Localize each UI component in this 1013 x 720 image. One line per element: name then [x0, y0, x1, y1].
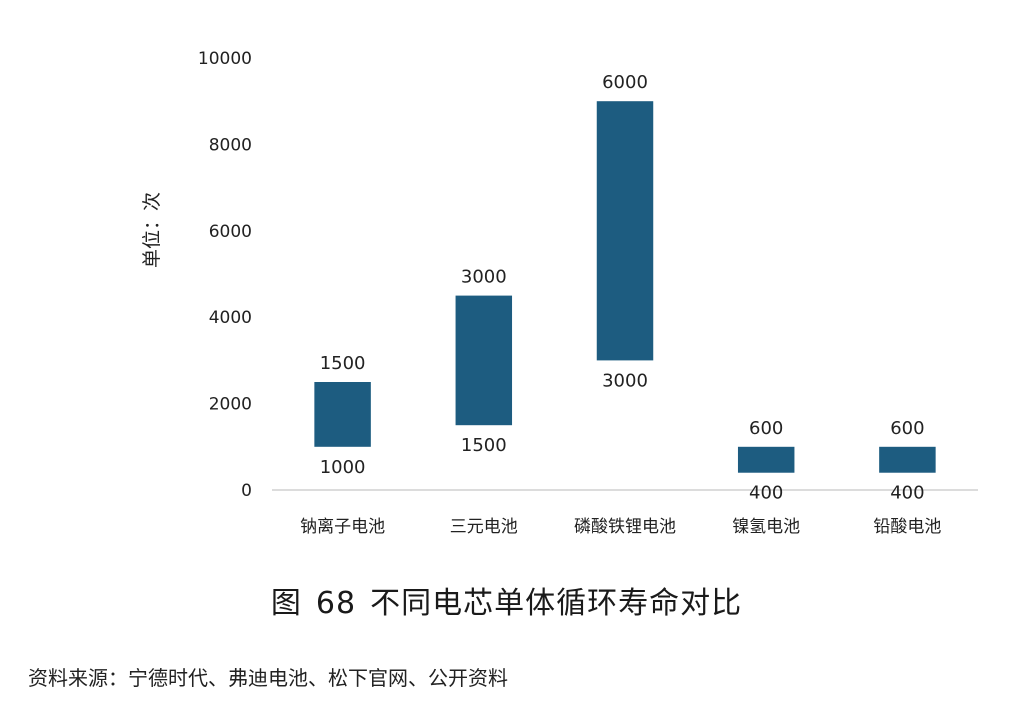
- top-value-label: 6000: [602, 72, 648, 93]
- figure-title: 不同电芯单体循环寿命对比: [370, 586, 743, 621]
- source-note: 资料来源：宁德时代、弗迪电池、松下官网、公开资料: [28, 666, 508, 690]
- x-axis-ticks: 钠离子电池 三元电池 磷酸铁锂电池 镍氢电池 铅酸电池: [300, 517, 941, 537]
- x-tick-label: 磷酸铁锂电池: [574, 517, 676, 537]
- figure-label: 图: [270, 586, 302, 621]
- y-tick-label: 4000: [209, 308, 252, 328]
- range-bar: [596, 101, 654, 361]
- y-tick-label: 0: [241, 481, 252, 501]
- cycle-life-chart: 单位：次 0 2000 4000 6000 8000 10000 1500 1000 3000…: [141, 49, 978, 537]
- top-value-label: 600: [890, 418, 924, 439]
- value-labels: 1500 1000 3000 1500 6000 3000 600 400 600 400: [320, 72, 925, 504]
- bottom-value-label: 1000: [320, 457, 366, 478]
- bottom-value-label: 1500: [461, 435, 507, 456]
- bottom-value-label: 3000: [602, 370, 648, 391]
- y-tick-label: 8000: [209, 135, 252, 155]
- x-tick-label: 三元电池: [450, 517, 518, 537]
- y-tick-label: 6000: [209, 222, 252, 242]
- figure-caption: 图 68 不同电芯单体循环寿命对比: [0, 578, 1013, 622]
- y-tick-label: 2000: [209, 395, 252, 415]
- x-tick-label: 铅酸电池: [873, 517, 941, 537]
- top-value-label: 1500: [320, 353, 366, 374]
- top-value-label: 600: [749, 418, 783, 439]
- range-bar: [737, 446, 795, 473]
- y-axis-ticks: 0 2000 4000 6000 8000 10000: [198, 49, 252, 501]
- y-axis-title: 单位：次: [141, 192, 163, 268]
- bars: [314, 101, 936, 473]
- figure-number: 68: [315, 586, 357, 621]
- range-bar: [455, 295, 513, 426]
- y-tick-label: 10000: [198, 49, 252, 69]
- range-bar: [879, 446, 936, 473]
- top-value-label: 3000: [461, 267, 507, 288]
- bottom-value-label: 400: [749, 483, 783, 504]
- range-bar: [314, 382, 371, 447]
- x-tick-label: 镍氢电池: [732, 517, 800, 537]
- bottom-value-label: 400: [890, 483, 924, 504]
- x-tick-label: 钠离子电池: [300, 517, 385, 537]
